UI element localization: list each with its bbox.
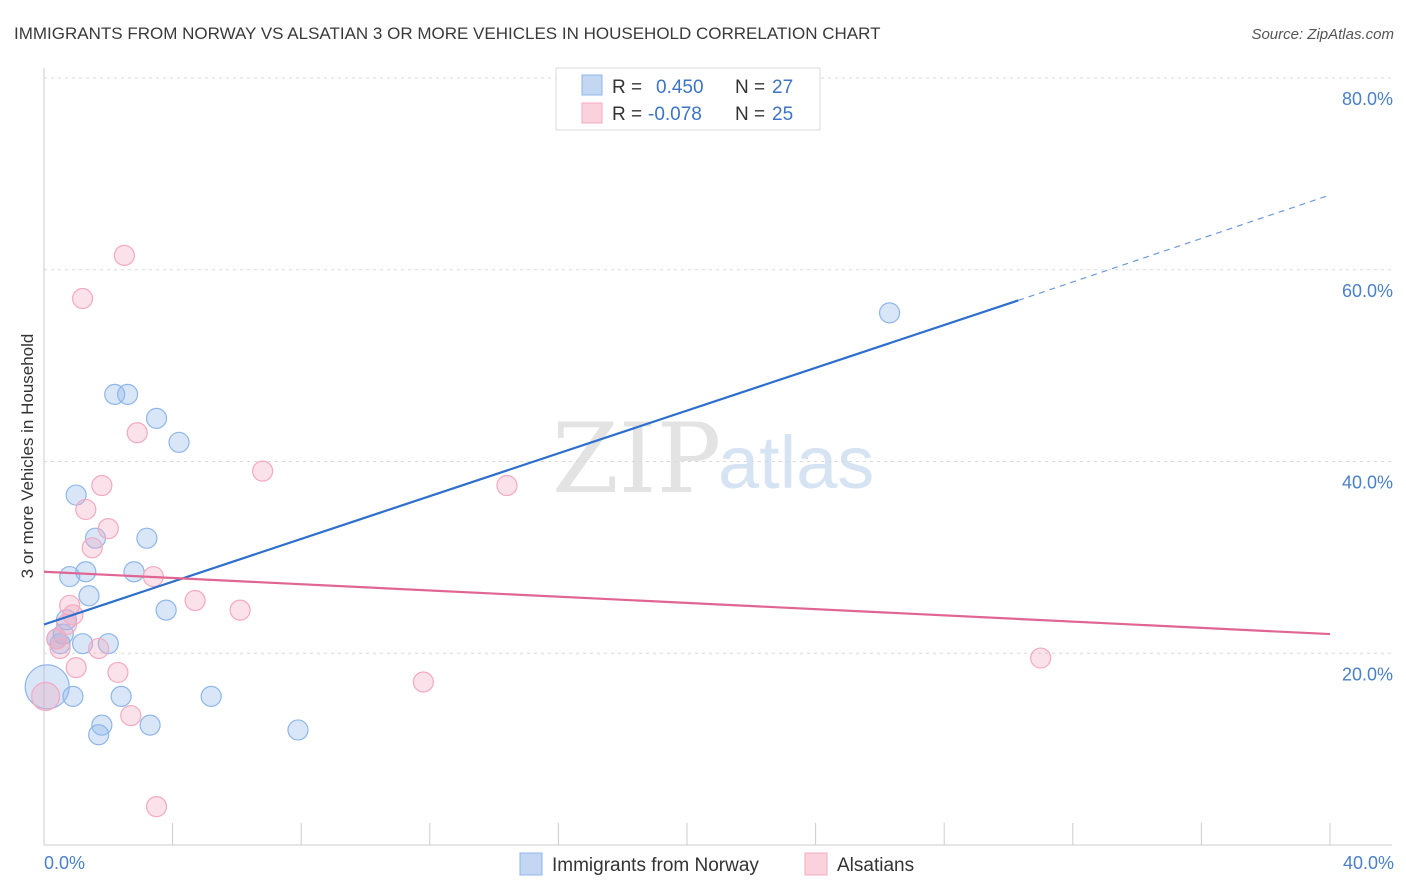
watermark-zip: ZIP bbox=[552, 403, 721, 515]
norway-point-17 bbox=[136, 527, 158, 549]
norway-point-5 bbox=[62, 685, 84, 707]
alsatians-point-13 bbox=[107, 661, 129, 684]
y-axis-label: 3 or more Vehicles in Household bbox=[18, 334, 37, 579]
alsatians-point-15 bbox=[120, 704, 142, 727]
chart-title: IMMIGRANTS FROM NORWAY VS ALSATIAN 3 OR … bbox=[14, 24, 881, 43]
norway-point-18 bbox=[139, 714, 161, 736]
norway-point-20 bbox=[155, 599, 177, 621]
norway-point-15 bbox=[116, 383, 139, 405]
alsatians-point-10 bbox=[88, 637, 110, 660]
x-tick-label-max: 40.0% bbox=[1343, 853, 1394, 873]
correlation-legend: R = 0.450 N = 27 R = -0.078 N = 25 bbox=[555, 67, 821, 131]
y-tick-label-20: 20.0% bbox=[1342, 664, 1393, 684]
trend-lines bbox=[43, 194, 1331, 636]
norway-point-16 bbox=[123, 561, 145, 583]
series-legend-swatch-norway bbox=[519, 852, 543, 876]
legend-r-label-alsatians: R = bbox=[612, 104, 642, 125]
y-tick-label-80: 80.0% bbox=[1342, 89, 1393, 109]
norway-point-21 bbox=[168, 431, 190, 453]
alsatians-point-14 bbox=[113, 244, 135, 266]
legend-r-value-alsatians: -0.078 bbox=[648, 104, 702, 125]
data-points bbox=[24, 244, 1052, 818]
legend-n-label-alsatians: N = bbox=[735, 104, 765, 125]
norway-point-13 bbox=[104, 383, 126, 405]
alsatians-point-20 bbox=[229, 599, 251, 621]
alsatians-point-6 bbox=[65, 657, 87, 679]
norway-point-14 bbox=[110, 685, 132, 707]
chart-source: Source: ZipAtlas.com bbox=[1251, 26, 1394, 43]
y-tick-label-60: 60.0% bbox=[1342, 281, 1393, 301]
legend-n-value-alsatians: 25 bbox=[772, 104, 793, 125]
watermark: ZIP atlas bbox=[552, 403, 874, 515]
x-tick-label-min: 0.0% bbox=[44, 853, 85, 873]
gridlines bbox=[44, 77, 1392, 654]
alsatians-point-21 bbox=[252, 460, 274, 482]
alsatians-point-2 bbox=[49, 637, 71, 660]
alsatians-point-11 bbox=[91, 474, 113, 497]
alsatians-point-24 bbox=[1030, 647, 1052, 669]
legend-r-label-norway: R = bbox=[612, 77, 642, 98]
x-axis-ticks bbox=[172, 823, 1331, 845]
norway-trend-extension bbox=[1017, 194, 1331, 301]
legend-n-label-norway: N = bbox=[735, 77, 765, 98]
norway-point-19 bbox=[145, 407, 168, 429]
norway-point-4 bbox=[59, 565, 81, 588]
series-legend-label-alsatians: Alsatians bbox=[837, 855, 914, 876]
norway-point-23 bbox=[287, 719, 309, 741]
alsatians-point-12 bbox=[97, 518, 119, 540]
norway-point-11 bbox=[91, 714, 113, 736]
norway-point-12 bbox=[97, 633, 119, 655]
series-legend-swatch-alsatians bbox=[804, 852, 828, 876]
norway-trend-line bbox=[43, 299, 1019, 626]
norway-point-7 bbox=[75, 561, 97, 583]
alsatians-point-7 bbox=[71, 287, 94, 310]
series-legend: Immigrants from Norway Alsatians bbox=[519, 852, 914, 876]
y-axis-tick-labels: 20.0% 40.0% 60.0% 80.0% bbox=[1342, 89, 1393, 684]
legend-swatch-alsatians bbox=[581, 102, 603, 124]
alsatians-point-19 bbox=[184, 589, 206, 612]
legend-n-value-norway: 27 bbox=[772, 77, 793, 98]
norway-point-25 bbox=[71, 633, 94, 655]
alsatians-point-0 bbox=[31, 681, 61, 711]
legend-swatch-norway bbox=[581, 74, 603, 96]
alsatians-point-23 bbox=[496, 474, 518, 497]
alsatians-trend-line bbox=[43, 570, 1331, 636]
series-legend-label-norway: Immigrants from Norway bbox=[552, 855, 759, 876]
norway-point-8 bbox=[78, 585, 100, 607]
legend-r-value-norway: 0.450 bbox=[656, 77, 704, 98]
alsatians-point-9 bbox=[81, 537, 103, 559]
alsatians-point-16 bbox=[126, 422, 148, 444]
alsatians-point-8 bbox=[75, 498, 97, 521]
watermark-atlas: atlas bbox=[718, 421, 874, 504]
alsatians-point-22 bbox=[412, 671, 434, 693]
alsatians-point-18 bbox=[145, 796, 168, 818]
y-tick-label-40: 40.0% bbox=[1342, 473, 1393, 493]
norway-point-22 bbox=[200, 685, 222, 707]
norway-point-24 bbox=[878, 302, 901, 324]
